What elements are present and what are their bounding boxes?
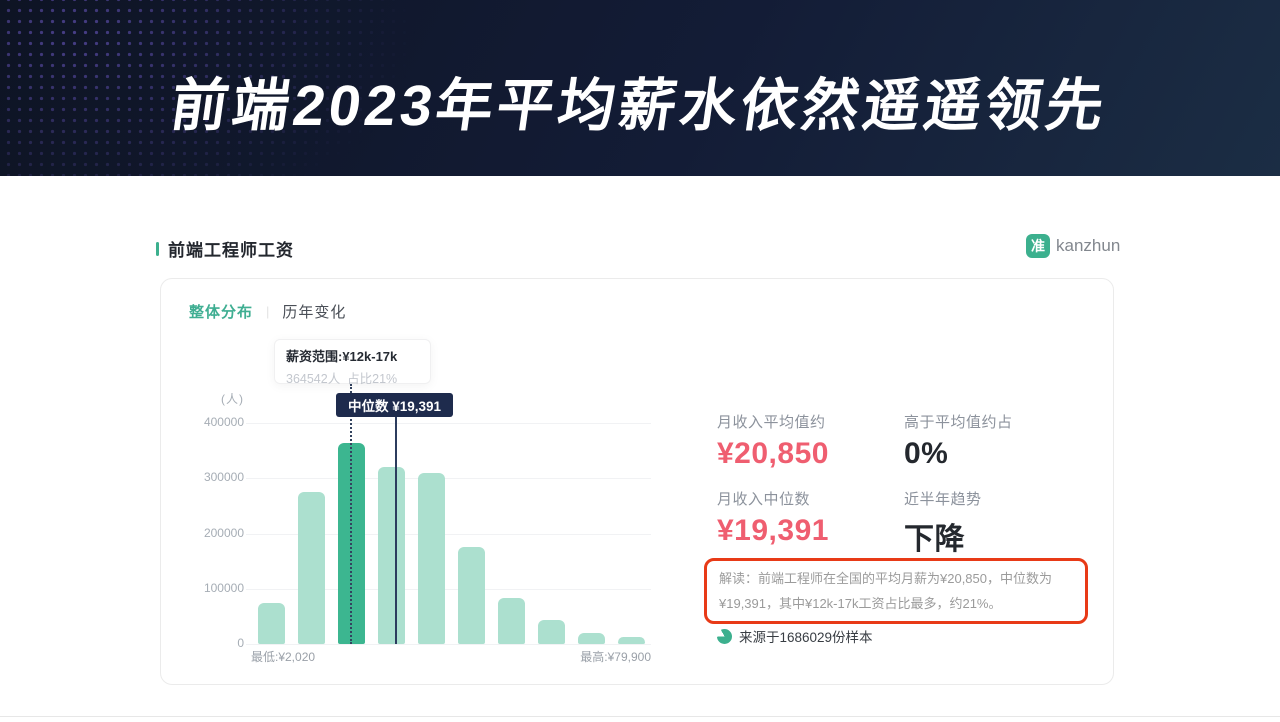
x-axis-min-label: 最低:¥2,020 [251,650,316,664]
tab-overall-distribution[interactable]: 整体分布 [189,304,254,321]
kanzhun-logo-icon: 准 [1026,234,1050,258]
gridline [246,478,651,479]
section-title: 前端工程师工资 [168,241,294,260]
chart-plot [246,423,651,645]
stat-above-average: 高于平均值约占 0% [904,411,1013,471]
bar-tooltip: 薪资范围:¥12k-17k 364542人 占比21% [274,339,431,386]
stat-half-year-trend: 近半年趋势 下降 [904,488,982,558]
bar[interactable] [258,603,285,644]
x-axis-max-label: 最高:¥79,900 [580,650,651,664]
highlight-dotted-line [350,384,352,644]
y-tick-label: 400000 [203,415,244,429]
banner-title: 前端2023年平均薪水依然遥遥领先 [166,74,1112,138]
stat-label: 近半年趋势 [904,491,982,508]
bar[interactable] [418,473,445,644]
stat-value: 0% [904,437,949,470]
stat-label: 月收入中位数 [717,491,811,508]
y-tick-label: 100000 [203,581,244,595]
tooltip-count-share: 364542人 占比21% [286,372,398,386]
sample-source-text: 来源于1686029份样本 [739,630,873,645]
bar[interactable] [618,637,645,644]
gridline [246,534,651,535]
kanzhun-logo: 准 kanzhun [1026,234,1120,258]
bar[interactable] [298,492,325,644]
y-tick-label: 300000 [203,470,244,484]
bar[interactable] [378,467,405,644]
stat-label: 月收入平均值约 [717,414,826,431]
median-line [395,417,397,644]
y-tick-label: 0 [237,636,244,650]
stat-value: ¥20,850 [717,437,829,470]
tab-bar: 整体分布 | 历年变化 [189,301,346,322]
gridline [246,423,651,424]
y-tick-label: 200000 [203,526,244,540]
stat-value: ¥19,391 [717,514,829,547]
gridline [246,589,651,590]
hero-banner: 前端2023年平均薪水依然遥遥领先 [0,0,1280,176]
sample-source: 来源于1686029份样本 [717,626,873,646]
decorative-dots-pattern [0,0,440,176]
interpretation-text: 解读：前端工程师在全国的平均月薪为¥20,850，中位数为¥19,391，其中¥… [719,571,1052,611]
stat-value: 下降 [904,523,965,556]
stat-average-income: 月收入平均值约 ¥20,850 [717,411,829,471]
median-tag: 中位数 ¥19,391 [336,393,453,417]
gridline [246,644,651,645]
section-accent-bar [156,241,159,256]
salary-card: 整体分布 | 历年变化 薪资范围:¥12k-17k 364542人 占比21% … [160,278,1114,685]
y-axis-unit-label: (人) [221,392,244,406]
bottom-divider [0,716,1280,717]
bar[interactable] [498,598,525,644]
bar[interactable] [578,633,605,644]
bar[interactable] [458,547,485,644]
stat-label: 高于平均值约占 [904,414,1013,431]
kanzhun-logo-text: kanzhun [1056,236,1121,255]
tab-divider: | [266,304,270,319]
tooltip-salary-range: 薪资范围:¥12k-17k [286,349,398,364]
stat-median-income: 月收入中位数 ¥19,391 [717,488,829,548]
interpretation-annotation-box: 解读：前端工程师在全国的平均月薪为¥20,850，中位数为¥19,391，其中¥… [704,558,1088,624]
tab-yearly-change[interactable]: 历年变化 [282,304,347,321]
bar[interactable] [538,620,565,644]
pie-chart-icon [717,628,732,644]
section-header: 前端工程师工资 [156,236,294,261]
